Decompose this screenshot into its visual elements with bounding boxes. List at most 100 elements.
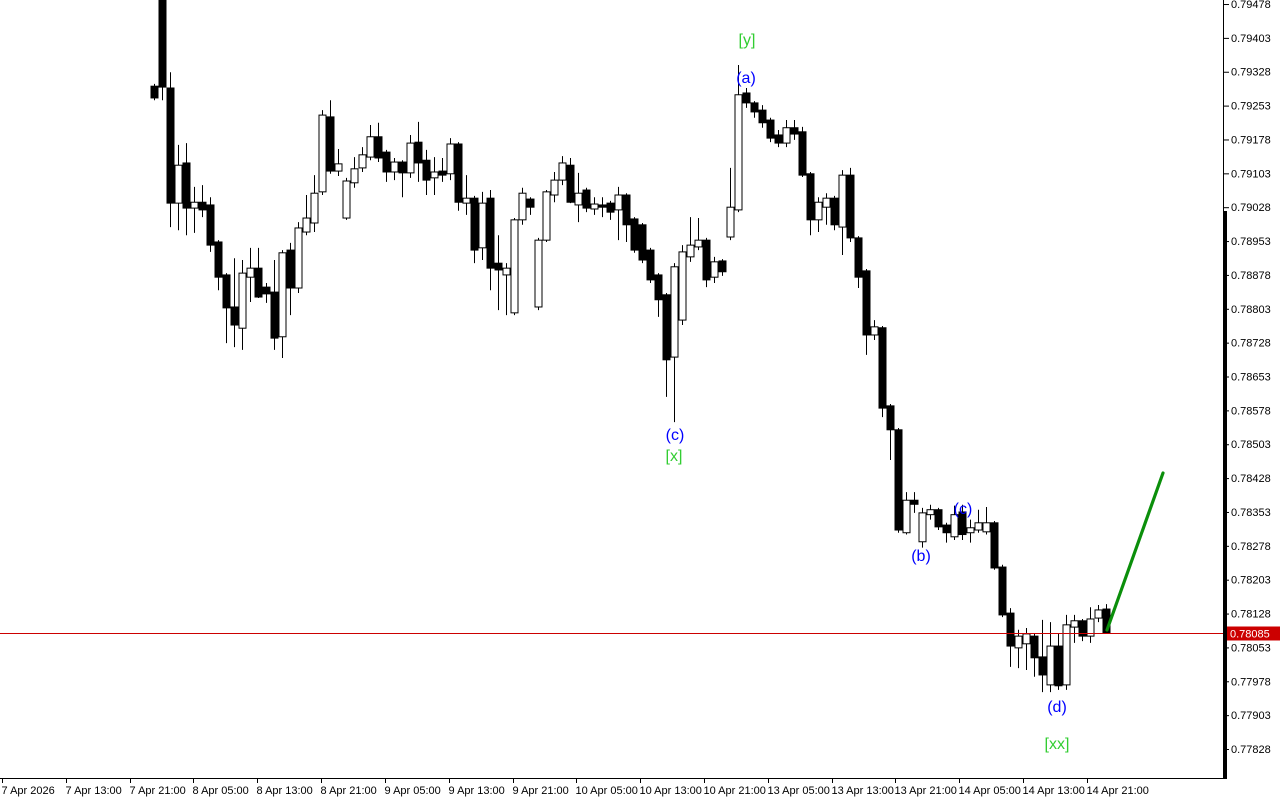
candle-down [206, 204, 215, 246]
candle-down [878, 327, 887, 409]
candle-up [686, 244, 695, 258]
price-axis-label[interactable]: 0.78053 [1231, 642, 1271, 654]
candle-up [174, 164, 183, 204]
price-axis-label[interactable]: 0.79253 [1231, 101, 1271, 113]
price-axis-label[interactable]: 0.79103 [1231, 168, 1271, 180]
candle-down [766, 119, 775, 139]
candle-down [270, 291, 279, 339]
time-axis-label[interactable]: 13 Apr 21:00 [895, 785, 957, 797]
time-axis-label[interactable]: 7 Apr 21:00 [130, 785, 186, 797]
wave-label[interactable]: [y] [739, 32, 756, 49]
candle-up [734, 94, 743, 211]
candle-up [694, 239, 703, 248]
price-axis-label[interactable]: 0.78278 [1231, 541, 1271, 553]
wave-label[interactable]: (c) [954, 501, 973, 518]
candle-up [590, 203, 599, 210]
candle-down [910, 499, 919, 505]
candle-down [702, 239, 711, 281]
price-axis-label[interactable]: 0.78428 [1231, 473, 1271, 485]
candle-down [470, 197, 479, 251]
candle-up [918, 512, 927, 543]
time-axis-label[interactable]: 10 Apr 13:00 [640, 785, 702, 797]
time-axis-label[interactable]: 8 Apr 05:00 [193, 785, 249, 797]
price-axis-label[interactable]: 0.77828 [1231, 744, 1271, 756]
candle-down [886, 405, 895, 431]
candle-down [1054, 645, 1063, 687]
price-axis-label[interactable]: 0.78203 [1231, 575, 1271, 587]
time-axis-label[interactable]: 9 Apr 05:00 [385, 785, 441, 797]
price-axis-label[interactable]: 0.77978 [1231, 676, 1271, 688]
candle-down [262, 286, 271, 295]
price-axis-label[interactable]: 0.78953 [1231, 236, 1271, 248]
candle-up [446, 143, 455, 175]
price-axis-label[interactable]: 0.78503 [1231, 439, 1271, 451]
time-axis-label[interactable]: 8 Apr 13:00 [257, 785, 313, 797]
candle-up [502, 267, 511, 276]
candle-down [790, 127, 799, 135]
candle-down [750, 102, 759, 113]
candle-down [422, 159, 431, 181]
candle-down [486, 197, 495, 269]
candle-up [390, 161, 399, 173]
price-axis-label[interactable]: 0.79478 [1231, 0, 1271, 11]
time-axis-label[interactable]: 14 Apr 21:00 [1087, 785, 1149, 797]
candle-up [310, 192, 319, 224]
price-axis-label[interactable]: 0.79178 [1231, 134, 1271, 146]
candle-up [838, 174, 847, 228]
time-axis-label[interactable]: 10 Apr 21:00 [704, 785, 766, 797]
time-axis-label[interactable]: 9 Apr 21:00 [513, 785, 569, 797]
candle-down [798, 131, 807, 176]
price-axis-label[interactable]: 0.78803 [1231, 304, 1271, 316]
price-axis-label[interactable]: 0.79028 [1231, 202, 1271, 214]
time-axis-label[interactable]: 7 Apr 2026 [2, 785, 55, 797]
candle-down [934, 509, 943, 528]
candle-up [334, 163, 343, 172]
candle-down [830, 197, 839, 226]
trendline-object[interactable] [1105, 471, 1165, 632]
candle-down [230, 306, 239, 326]
time-axis-label[interactable]: 13 Apr 13:00 [832, 785, 894, 797]
candle-down [494, 262, 503, 271]
time-axis-label[interactable]: 14 Apr 13:00 [1023, 785, 1085, 797]
candle-up [550, 179, 559, 196]
candle-up [294, 227, 303, 289]
wave-label[interactable]: (a) [736, 70, 756, 87]
candle-down [182, 162, 191, 209]
candle-down [630, 218, 639, 251]
candle-up [1094, 609, 1103, 619]
candle-down [646, 249, 655, 281]
wave-label[interactable]: [x] [666, 448, 683, 465]
candle-down [894, 429, 903, 531]
time-axis-label[interactable]: 13 Apr 05:00 [768, 785, 830, 797]
candle-up [974, 522, 983, 531]
time-axis-label[interactable]: 14 Apr 05:00 [959, 785, 1021, 797]
price-axis-label[interactable]: 0.77903 [1231, 710, 1271, 722]
price-axis-label[interactable]: 0.78728 [1231, 338, 1271, 350]
wave-label[interactable]: (b) [911, 548, 931, 565]
candle-up [510, 219, 519, 314]
candle-down [774, 134, 783, 144]
time-axis-label[interactable]: 9 Apr 13:00 [449, 785, 505, 797]
price-axis-label[interactable]: 0.79403 [1231, 33, 1271, 45]
candle-down [222, 274, 231, 309]
price-axis-label[interactable]: 0.78353 [1231, 507, 1271, 519]
time-axis-label[interactable]: 7 Apr 13:00 [66, 785, 122, 797]
candle-down [638, 224, 647, 261]
wave-label[interactable]: (d) [1047, 699, 1067, 716]
price-axis-label[interactable]: 0.79328 [1231, 67, 1271, 79]
price-axis-label[interactable]: 0.78128 [1231, 609, 1271, 621]
price-axis-label[interactable]: 0.78878 [1231, 270, 1271, 282]
wave-label[interactable]: [xx] [1045, 736, 1070, 753]
time-axis-label[interactable]: 10 Apr 05:00 [576, 785, 638, 797]
candle-up [678, 251, 687, 321]
price-axis-label[interactable]: 0.78653 [1231, 372, 1271, 384]
candle-down [958, 511, 967, 536]
candle-up [318, 114, 327, 193]
time-axis-label[interactable]: 8 Apr 21:00 [321, 785, 377, 797]
price-axis-label[interactable]: 0.78578 [1231, 405, 1271, 417]
candle-down [1038, 656, 1047, 676]
candle-down [158, 0, 167, 88]
wave-label[interactable]: (c) [666, 427, 685, 444]
candle-up [350, 168, 359, 184]
